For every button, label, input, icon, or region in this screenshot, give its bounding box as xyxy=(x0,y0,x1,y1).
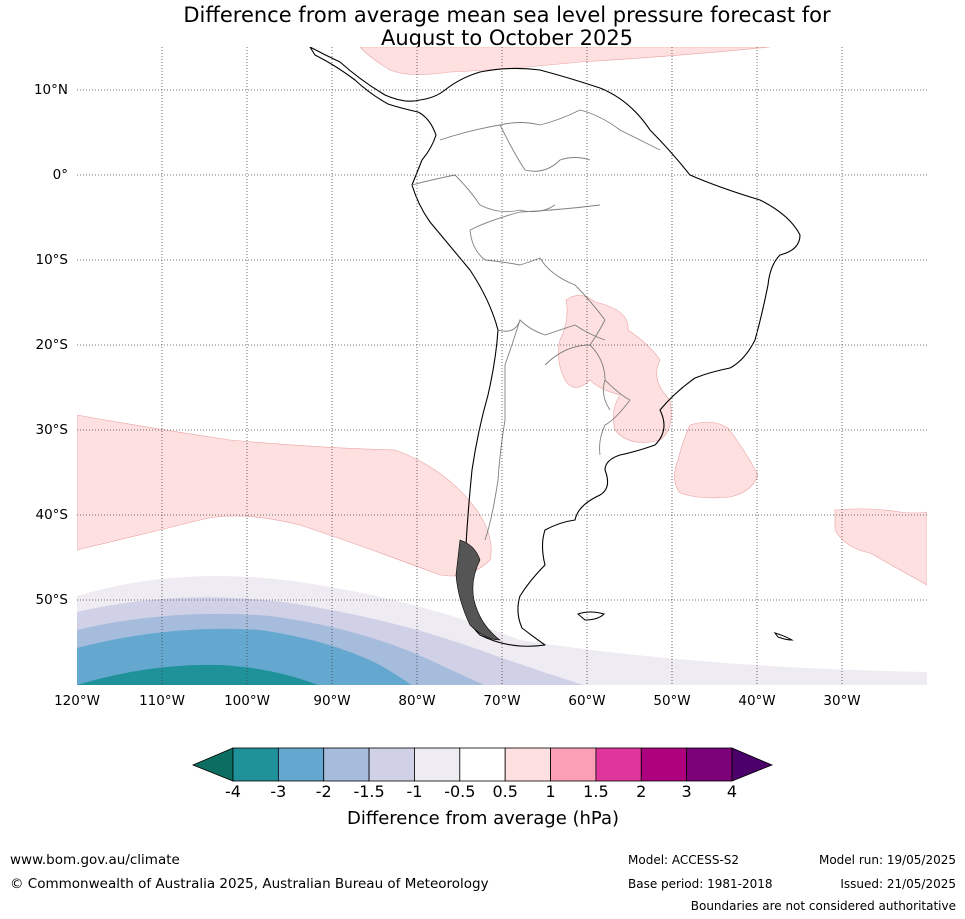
lat-label-10n: 10°N xyxy=(33,82,68,98)
lon-label-80w: 80°W xyxy=(398,693,436,709)
colorbar-tick-label: 3 xyxy=(681,782,692,801)
chart-title: Difference from average mean sea level p… xyxy=(0,4,965,50)
colorbar-tick-label: -3 xyxy=(270,782,287,801)
title-line-1: Difference from average mean sea level p… xyxy=(183,3,831,27)
colorbar-tick-label: -1 xyxy=(406,782,423,801)
graticule xyxy=(77,47,927,685)
footer-model: Model: ACCESS-S2 xyxy=(628,853,740,867)
colorbar-segment xyxy=(550,747,597,782)
lon-label-120w: 120°W xyxy=(54,693,100,709)
lat-label-40s: 40°S xyxy=(35,507,69,523)
anomaly-patch-southwest-pacific xyxy=(77,414,492,577)
colorbar-tick-label: 1.5 xyxy=(583,782,609,801)
lat-label-20s: 20°S xyxy=(35,337,69,353)
colorbar-segment xyxy=(686,747,733,782)
lon-label-40w: 40°W xyxy=(738,693,776,709)
footer-copyright: © Commonwealth of Australia 2025, Austra… xyxy=(10,876,489,892)
colorbar-tick-label: 4 xyxy=(726,782,738,801)
anomaly-patch-caribbean xyxy=(359,47,771,75)
colorbar-tick-label: 0.5 xyxy=(492,782,518,801)
anomaly-patch-south-atlantic xyxy=(674,421,759,499)
lon-label-30w: 30°W xyxy=(823,693,861,709)
colorbar-segment xyxy=(232,747,279,782)
tierra-del-fuego-islands xyxy=(455,539,501,641)
colorbar-segment xyxy=(595,747,642,782)
lat-label-50s: 50°S xyxy=(35,592,69,608)
colorbar-segment xyxy=(323,747,370,782)
anomaly-band-neg-3 xyxy=(77,664,318,685)
colorbar-tick-label: -2 xyxy=(315,782,332,801)
falkland-islands xyxy=(577,611,605,621)
footer-model-run: Model run: 19/05/2025 xyxy=(818,853,956,867)
south-georgia xyxy=(773,632,794,641)
lat-label-30s: 30°S xyxy=(35,422,69,438)
lat-label-0: 0° xyxy=(52,167,68,183)
map-area xyxy=(77,47,927,685)
lon-label-70w: 70°W xyxy=(483,693,521,709)
country-borders xyxy=(411,109,661,541)
lon-label-60w: 60°W xyxy=(568,693,606,709)
colorbar-tick-label: 1 xyxy=(545,782,556,801)
colorbar-tick-label: 2 xyxy=(636,782,647,801)
lon-label-100w: 100°W xyxy=(224,693,270,709)
south-america-coastline xyxy=(309,47,801,647)
colorbar xyxy=(191,747,774,782)
lon-label-110w: 110°W xyxy=(139,693,185,709)
footer-url[interactable]: www.bom.gov.au/climate xyxy=(10,852,180,868)
colorbar-segments xyxy=(232,747,733,782)
colorbar-tick-label: -1.5 xyxy=(353,782,385,801)
footer-issued: Issued: 21/05/2025 xyxy=(840,877,956,891)
colorbar-segment xyxy=(640,747,688,782)
footer-base-period: Base period: 1981-2018 xyxy=(628,877,773,891)
colorbar-segment xyxy=(504,747,551,782)
colorbar-tick-label: -0.5 xyxy=(444,782,476,801)
colorbar-high-extend xyxy=(731,747,774,782)
colorbar-tick-label: -4 xyxy=(225,782,241,801)
colorbar-segment xyxy=(459,747,506,782)
lat-label-10s: 10°S xyxy=(35,252,69,268)
colorbar-segment xyxy=(277,747,325,782)
colorbar-low-extend xyxy=(191,747,234,782)
lon-label-50w: 50°W xyxy=(653,693,691,709)
lon-label-90w: 90°W xyxy=(313,693,351,709)
colorbar-label: Difference from average (hPa) xyxy=(346,808,620,829)
title-line-2: August to October 2025 xyxy=(380,26,634,50)
footer-disclaimer: Boundaries are not considered authoritat… xyxy=(690,899,956,913)
colorbar-segment xyxy=(368,747,415,782)
anomaly-patch-central-south-america xyxy=(558,295,672,443)
colorbar-segment xyxy=(414,747,461,782)
anomaly-patch-east-atlantic xyxy=(834,508,927,586)
